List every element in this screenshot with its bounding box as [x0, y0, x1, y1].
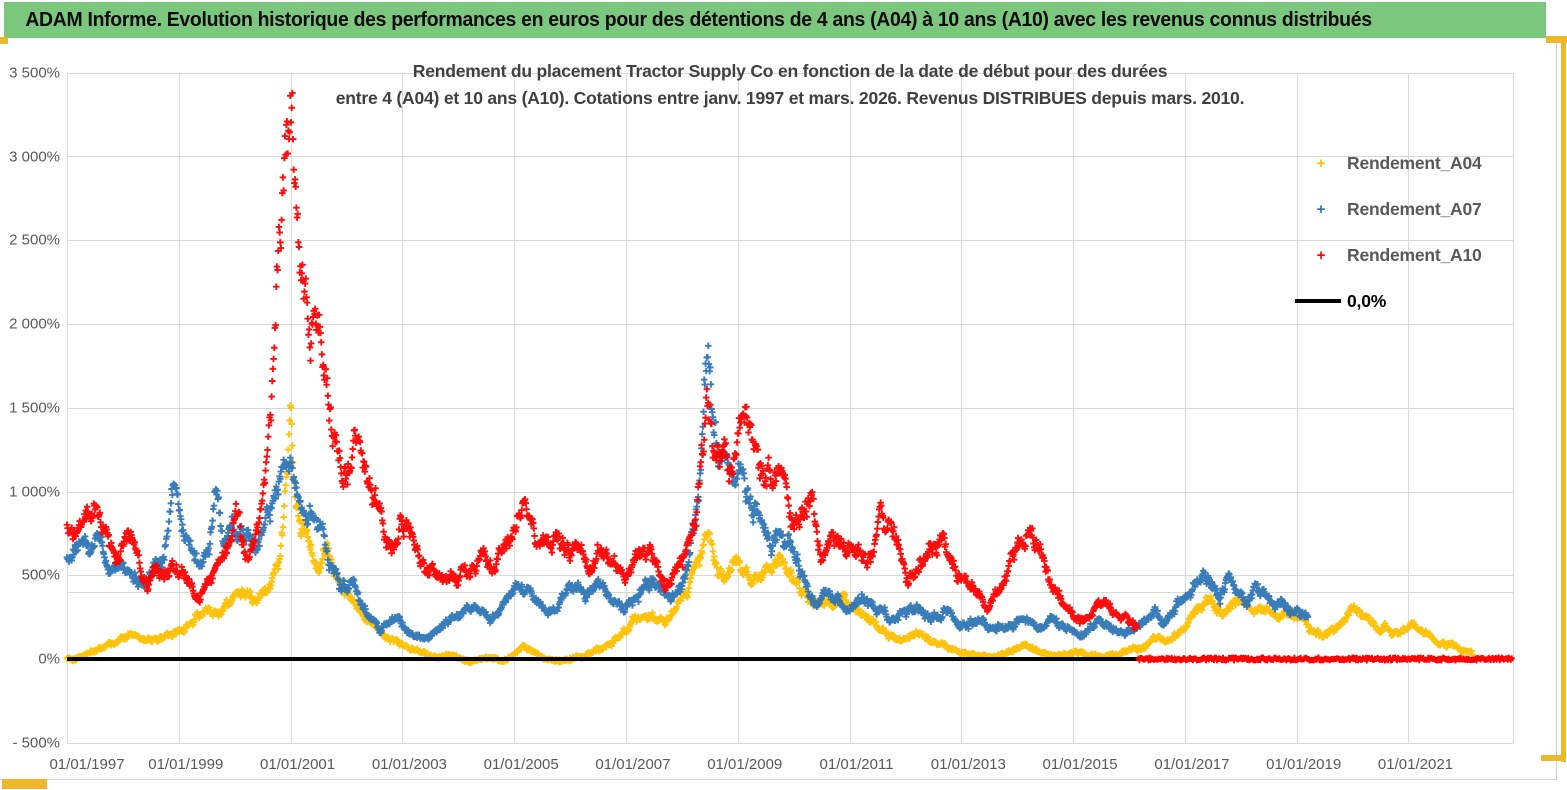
x-axis-label: 01/01/2007 [595, 756, 671, 773]
y-axis-label: 3 500% [9, 64, 60, 82]
header-bar: ADAM Informe. Evolution historique des p… [4, 2, 1546, 38]
x-axis-label: 01/01/2003 [371, 756, 447, 773]
y-axis-label: 3 000% [9, 148, 60, 165]
legend-label: Rendement_A10 [1347, 244, 1482, 265]
x-axis-label: 01/01/2019 [1266, 756, 1342, 773]
y-axis-label: 500% [21, 566, 60, 584]
legend-item-rendement_a04[interactable]: + Rendement_A04 [1295, 140, 1525, 186]
y-axis-label: 2 000% [9, 315, 60, 333]
x-axis-label: 01/01/2011 [819, 756, 894, 773]
legend-label: 0,0% [1347, 290, 1387, 311]
chart-border-right [1556, 40, 1557, 780]
page-title: ADAM Informe. Evolution historique des p… [25, 8, 1372, 31]
legend-item-rendement_a10[interactable]: + Rendement_A10 [1295, 232, 1525, 278]
x-axis-label: 01/01/2015 [1042, 756, 1118, 773]
zero-line-icon [1295, 299, 1341, 303]
gold-frame-top-left [0, 37, 8, 44]
x-axis-label: 01/01/2001 [260, 756, 336, 773]
legend-label: Rendement_A07 [1347, 198, 1482, 219]
y-axis-label: 1 500% [9, 399, 60, 417]
chart-title: Rendement du placement Tractor Supply Co… [67, 58, 1513, 112]
gold-drag-handle[interactable] [2, 779, 47, 789]
x-axis-label: 01/01/2013 [930, 756, 1006, 773]
x-axis-label: 01/01/2021 [1377, 756, 1454, 773]
legend-item-rendement_a07[interactable]: + Rendement_A07 [1295, 186, 1525, 232]
chart-title-line2: entre 4 (A04) et 10 ans (A10). Cotations… [335, 88, 1245, 108]
chart-title-line1: Rendement du placement Tractor Supply Co… [412, 61, 1168, 81]
legend-label: Rendement_A04 [1347, 152, 1482, 173]
y-axis-label: 2 500% [9, 231, 60, 249]
plus-marker-icon: + [1316, 154, 1326, 172]
gold-frame-top-right [1546, 36, 1567, 43]
plus-marker-icon: + [1316, 246, 1326, 264]
y-axis-label: - 500% [12, 734, 60, 752]
y-axis-label: 0% [38, 650, 60, 668]
chart-border-bottom [0, 779, 1557, 780]
gold-frame-bottom-right [1541, 755, 1566, 761]
legend-item-zero-line[interactable]: 0,0% [1295, 278, 1525, 324]
x-axis-label: 01/01/2009 [707, 756, 783, 773]
x-axis-label: 01/01/1999 [148, 756, 224, 773]
y-axis-label: 1 000% [9, 483, 60, 500]
gold-frame-right [1561, 36, 1566, 762]
x-axis-label: 01/01/2017 [1154, 756, 1230, 773]
chart-legend[interactable]: + Rendement_A04 + Rendement_A07 + Rendement_A… [1295, 140, 1525, 324]
x-axis-label: 01/01/1997 [49, 756, 125, 773]
x-axis-label: 01/01/2005 [483, 756, 559, 773]
plus-marker-icon: + [1316, 200, 1326, 218]
